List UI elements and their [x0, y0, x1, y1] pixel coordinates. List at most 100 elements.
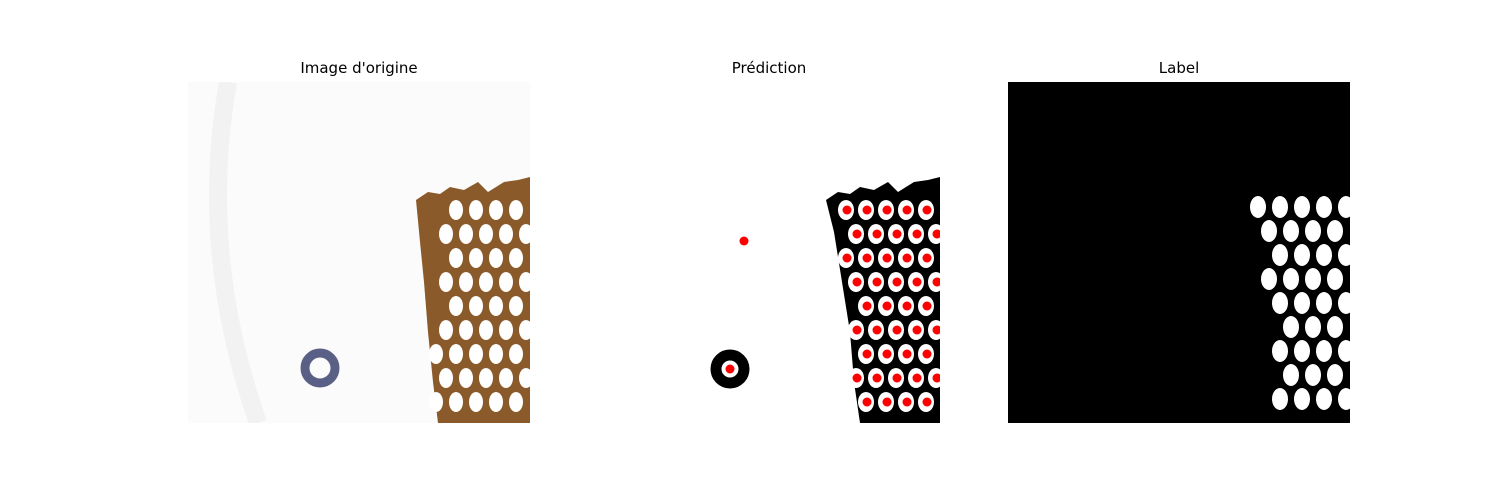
- red-dot-marker: [922, 301, 932, 311]
- red-dot-marker: [922, 397, 932, 407]
- label-cell: [1283, 268, 1299, 290]
- original-cell: [479, 224, 493, 244]
- original-cell: [469, 392, 483, 412]
- red-dot-marker: [912, 373, 922, 383]
- original-cell: [519, 272, 530, 292]
- red-dot-marker: [932, 229, 940, 239]
- label-cell: [1272, 388, 1288, 410]
- red-dot-marker: [902, 349, 912, 359]
- red-dot-marker: [892, 325, 902, 335]
- red-dot-marker: [872, 325, 882, 335]
- red-dot-marker: [902, 205, 912, 215]
- label-cell: [1272, 244, 1288, 266]
- label-cell: [1305, 316, 1321, 338]
- original-cell: [479, 320, 493, 340]
- panel-title-label: Label: [1158, 59, 1200, 77]
- label-cell: [1316, 292, 1332, 314]
- original-cell: [499, 320, 513, 340]
- original-cell: [479, 272, 493, 292]
- original-cell: [519, 224, 530, 244]
- original-cell: [469, 248, 483, 268]
- original-cell: [509, 296, 523, 316]
- label-cell: [1327, 268, 1343, 290]
- original-cell: [499, 368, 513, 388]
- label-cell: [1305, 220, 1321, 242]
- red-dot-marker: [922, 253, 932, 263]
- original-cell: [509, 344, 523, 364]
- original-cell: [519, 320, 530, 340]
- original-cell: [459, 368, 473, 388]
- prediction-dots: [725, 205, 940, 407]
- red-dot-marker: [902, 253, 912, 263]
- red-dot-marker: [882, 349, 892, 359]
- red-dot-marker: [852, 373, 862, 383]
- red-dot-marker: [932, 277, 940, 287]
- red-dot-marker: [842, 253, 852, 263]
- panel-prediction: Prédiction: [598, 0, 940, 500]
- red-dot-marker: [902, 301, 912, 311]
- panel-title-original: Image d'origine: [300, 59, 418, 77]
- label-cell: [1261, 268, 1277, 290]
- original-cell: [449, 248, 463, 268]
- original-cell: [429, 392, 443, 412]
- red-dot-marker: [912, 229, 922, 239]
- red-dot-marker: [912, 277, 922, 287]
- original-cell: [489, 344, 503, 364]
- label-cell: [1316, 244, 1332, 266]
- ring-marker-prediction: [710, 349, 750, 389]
- label-cell: [1294, 340, 1310, 362]
- panel-label: Label: [1008, 0, 1350, 500]
- ring-marker-original: [300, 348, 340, 388]
- red-dot-marker: [882, 301, 892, 311]
- label-cell: [1338, 388, 1350, 410]
- original-cell: [469, 344, 483, 364]
- label-cell: [1294, 388, 1310, 410]
- label-cell: [1327, 220, 1343, 242]
- red-dot-marker: [725, 364, 735, 374]
- label-cell: [1338, 340, 1350, 362]
- red-dot-marker: [882, 253, 892, 263]
- label-cell: [1272, 292, 1288, 314]
- label-cell: [1283, 220, 1299, 242]
- original-cell: [489, 248, 503, 268]
- original-cell: [449, 392, 463, 412]
- red-dot-marker: [862, 301, 872, 311]
- original-cell: [489, 296, 503, 316]
- label-cell: [1338, 244, 1350, 266]
- label-cell: [1338, 292, 1350, 314]
- original-cell: [439, 272, 453, 292]
- red-dot-marker: [852, 277, 862, 287]
- red-dot-marker: [862, 349, 872, 359]
- original-cell: [449, 296, 463, 316]
- panel-original-image: Image d'origine: [188, 0, 530, 500]
- label-cell: [1305, 364, 1321, 386]
- original-cell: [489, 392, 503, 412]
- red-dot-marker: [892, 229, 902, 239]
- original-cell: [469, 200, 483, 220]
- label-cell: [1250, 196, 1266, 218]
- red-dot-marker: [872, 277, 882, 287]
- original-cell: [449, 200, 463, 220]
- label-cell: [1327, 316, 1343, 338]
- original-cell: [509, 392, 523, 412]
- original-cell: [439, 320, 453, 340]
- original-cell: [459, 224, 473, 244]
- original-cell: [439, 368, 453, 388]
- red-dot-marker: [739, 236, 749, 246]
- original-cell: [499, 272, 513, 292]
- red-dot-marker: [852, 325, 862, 335]
- original-cell: [439, 224, 453, 244]
- panel-title-prediction: Prédiction: [731, 59, 807, 77]
- red-dot-marker: [842, 205, 852, 215]
- label-cell: [1316, 340, 1332, 362]
- red-dot-marker: [872, 229, 882, 239]
- original-cell: [449, 344, 463, 364]
- red-dot-marker: [862, 397, 872, 407]
- label-cell: [1283, 364, 1299, 386]
- original-cell: [459, 272, 473, 292]
- label-cell: [1294, 244, 1310, 266]
- red-dot-marker: [872, 373, 882, 383]
- red-dot-marker: [932, 325, 940, 335]
- original-cell: [489, 200, 503, 220]
- red-dot-marker: [902, 397, 912, 407]
